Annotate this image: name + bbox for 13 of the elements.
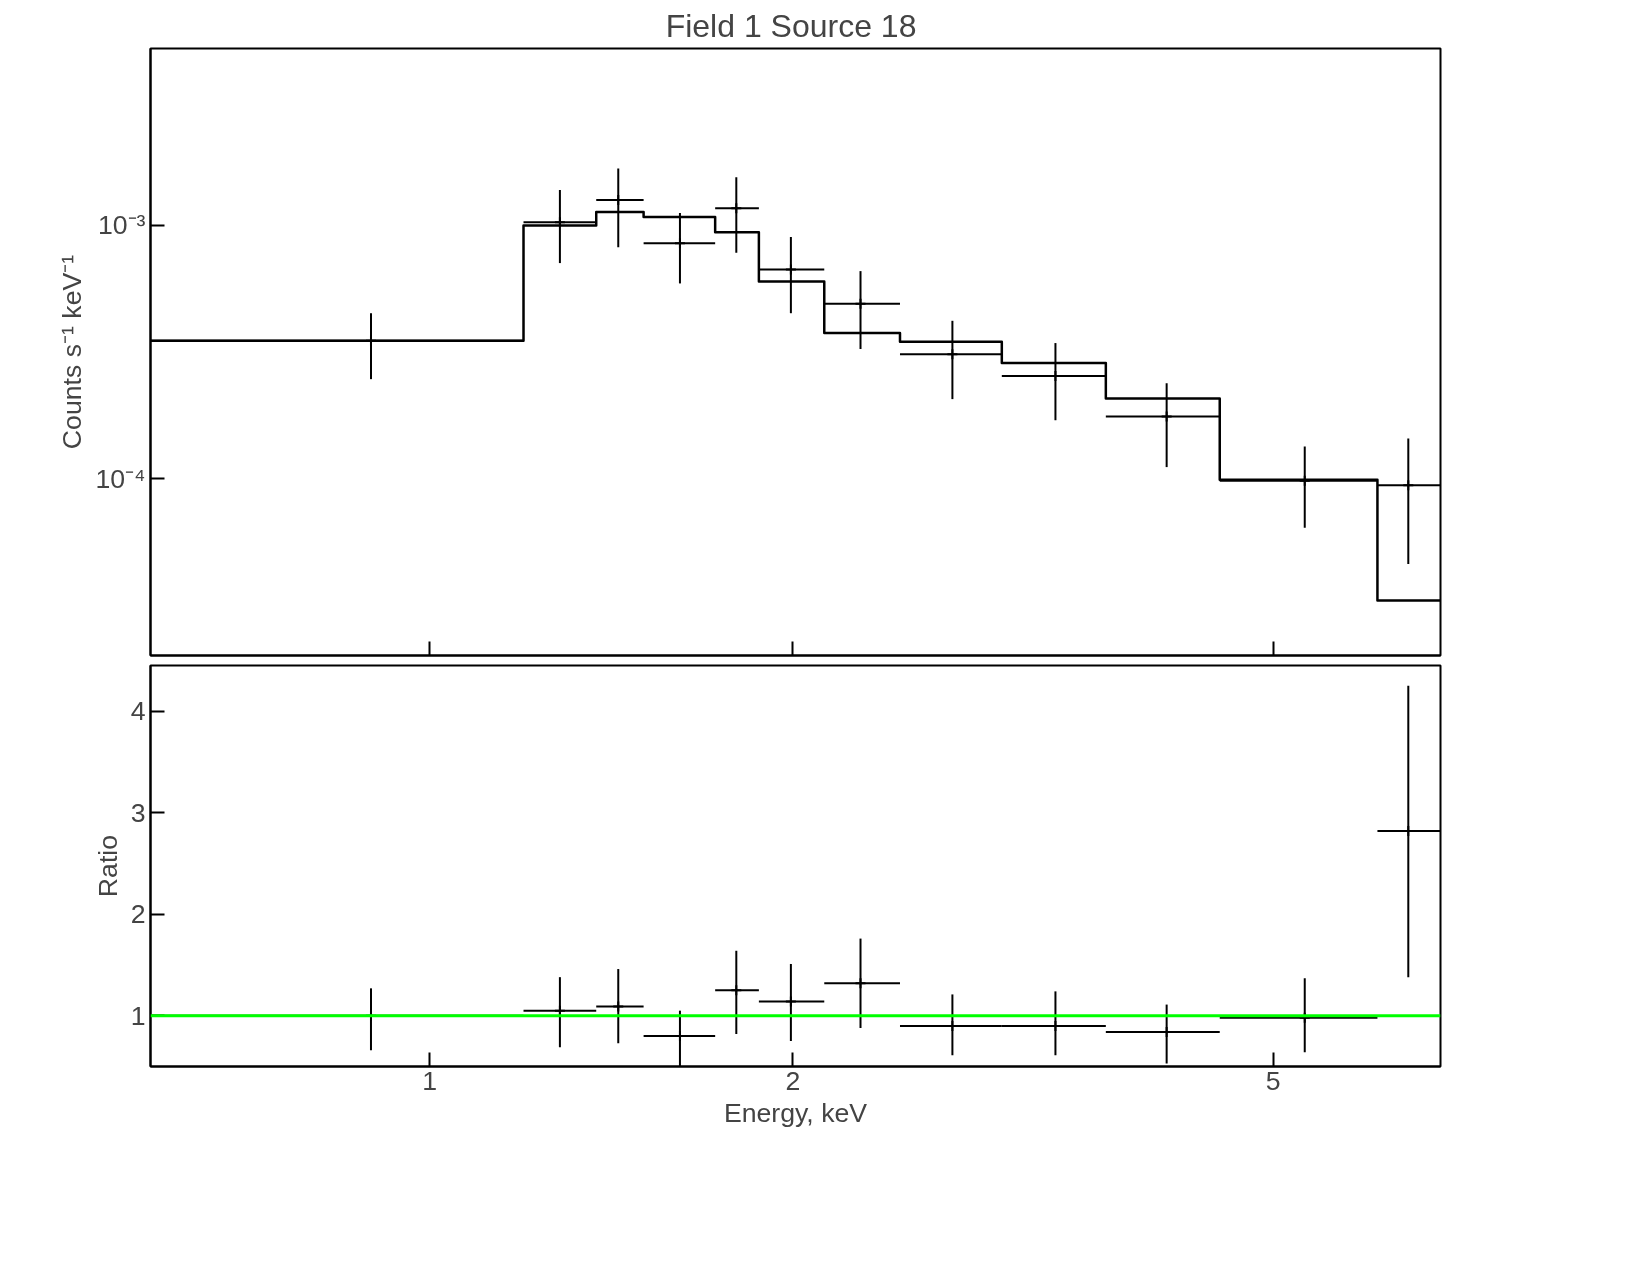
y-axis-title: Counts s⁻¹ keV⁻¹ — [57, 254, 88, 450]
y-tick-label: 2 — [130, 899, 146, 930]
chart-title: Field 1 Source 18 — [665, 7, 917, 44]
y-tick-label: 1 — [130, 1000, 146, 1031]
y-tick-label: 3 — [130, 797, 146, 828]
x-axis-title: Energy, keV — [723, 1097, 868, 1128]
x-tick-label: 5 — [1265, 1065, 1281, 1096]
y-tick-label: 4 — [130, 696, 146, 727]
x-tick-label: 1 — [422, 1065, 438, 1096]
y-tick-label: 10⁻³ — [97, 210, 146, 241]
y-tick-label: 10⁻⁴ — [95, 463, 146, 494]
y-axis-title: Ratio — [92, 834, 123, 898]
x-tick-label: 2 — [785, 1065, 801, 1096]
